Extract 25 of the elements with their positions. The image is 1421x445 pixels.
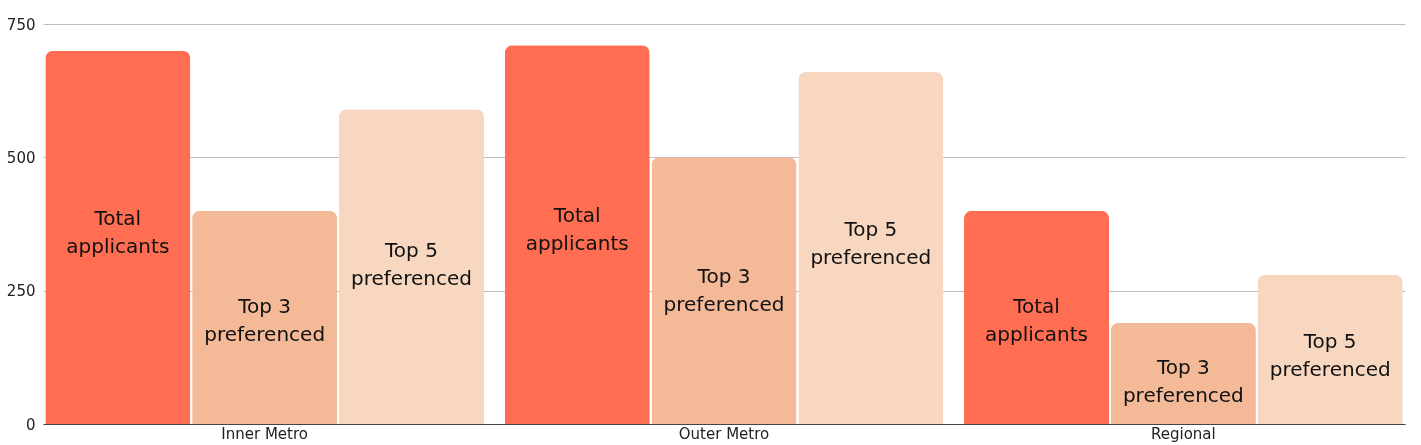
series-label: Top 3 preferenced [663, 264, 785, 317]
bar [964, 210, 1110, 424]
bar [651, 157, 797, 424]
y-tick-label: 500 [6, 148, 36, 167]
series-label: Top 5 preferenced [1269, 328, 1391, 381]
text: Top 5 preferenced [810, 217, 932, 270]
bar [1257, 274, 1403, 424]
y-tick-label: 750 [6, 15, 36, 34]
text: Top 5 preferenced [351, 237, 472, 290]
y-tick-label: 250 [6, 282, 36, 301]
text: Total applicants [66, 205, 170, 258]
text: Top 3 preferenced [204, 293, 326, 346]
bar [1110, 322, 1256, 424]
bar [504, 45, 650, 424]
series-label: Total applicants [985, 293, 1089, 346]
y-tick-label: 0 [25, 415, 36, 434]
bar [798, 72, 944, 424]
text: Total applicants [525, 202, 629, 255]
bar [192, 210, 338, 424]
text: Top 3 preferenced [1122, 355, 1244, 408]
bar [338, 109, 484, 424]
x-tick-label: Inner Metro [221, 424, 308, 443]
x-tick-label: Outer Metro [678, 424, 770, 443]
x-tick-label: Regional [1151, 424, 1216, 443]
bar [45, 50, 191, 424]
